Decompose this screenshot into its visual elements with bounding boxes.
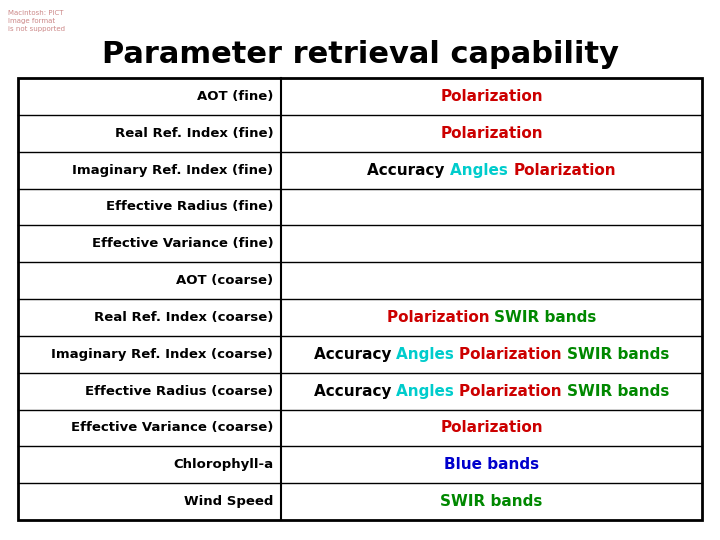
- Text: Effective Radius (coarse): Effective Radius (coarse): [85, 384, 274, 397]
- Text: Chlorophyll-a: Chlorophyll-a: [174, 458, 274, 471]
- Text: SWIR bands: SWIR bands: [567, 383, 670, 399]
- Text: Polarization: Polarization: [441, 421, 543, 435]
- Text: Polarization: Polarization: [459, 383, 567, 399]
- Text: Effective Radius (fine): Effective Radius (fine): [106, 200, 274, 213]
- Text: Polarization: Polarization: [387, 310, 495, 325]
- Text: Real Ref. Index (coarse): Real Ref. Index (coarse): [94, 311, 274, 324]
- Text: Imaginary Ref. Index (fine): Imaginary Ref. Index (fine): [72, 164, 274, 177]
- Text: Wind Speed: Wind Speed: [184, 495, 274, 508]
- Text: Polarization: Polarization: [513, 163, 616, 178]
- Text: Blue bands: Blue bands: [444, 457, 539, 472]
- Text: Angles: Angles: [396, 347, 459, 362]
- Text: Accuracy: Accuracy: [367, 163, 450, 178]
- Text: Macintosh: PICT
Image format
is not supported: Macintosh: PICT Image format is not supp…: [8, 10, 65, 32]
- Bar: [18, 78, 702, 520]
- Text: AOT (fine): AOT (fine): [197, 90, 274, 103]
- Text: Polarization: Polarization: [441, 126, 543, 141]
- Text: Effective Variance (coarse): Effective Variance (coarse): [71, 421, 274, 434]
- Text: Imaginary Ref. Index (coarse): Imaginary Ref. Index (coarse): [51, 348, 274, 361]
- Text: SWIR bands: SWIR bands: [567, 347, 670, 362]
- Text: Real Ref. Index (fine): Real Ref. Index (fine): [114, 127, 274, 140]
- Text: Parameter retrieval capability: Parameter retrieval capability: [102, 40, 618, 69]
- Text: Polarization: Polarization: [441, 89, 543, 104]
- Text: SWIR bands: SWIR bands: [441, 494, 543, 509]
- Text: SWIR bands: SWIR bands: [495, 310, 597, 325]
- Text: AOT (coarse): AOT (coarse): [176, 274, 274, 287]
- Text: Angles: Angles: [450, 163, 513, 178]
- Text: Polarization: Polarization: [459, 347, 567, 362]
- Text: Accuracy: Accuracy: [314, 347, 396, 362]
- Text: Effective Variance (fine): Effective Variance (fine): [91, 237, 274, 250]
- Text: Accuracy: Accuracy: [314, 383, 396, 399]
- Text: Angles: Angles: [396, 383, 459, 399]
